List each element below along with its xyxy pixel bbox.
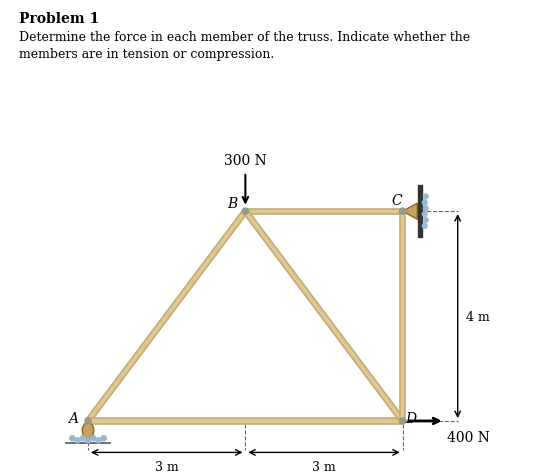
Polygon shape <box>403 204 417 220</box>
Text: members are in tension or compression.: members are in tension or compression. <box>19 48 274 60</box>
Circle shape <box>422 212 428 218</box>
Text: 400 N: 400 N <box>447 430 490 445</box>
Polygon shape <box>86 210 247 423</box>
Polygon shape <box>88 418 403 424</box>
Text: D: D <box>405 411 416 426</box>
Polygon shape <box>243 210 405 423</box>
Text: A: A <box>68 411 78 426</box>
Circle shape <box>423 218 429 223</box>
Circle shape <box>423 206 429 211</box>
Circle shape <box>69 436 75 441</box>
Circle shape <box>423 194 429 200</box>
Text: Determine the force in each member of the truss. Indicate whether the: Determine the force in each member of th… <box>19 31 471 44</box>
Text: 4 m: 4 m <box>466 310 489 323</box>
Polygon shape <box>245 209 403 214</box>
Circle shape <box>399 418 406 424</box>
Circle shape <box>242 208 249 215</box>
Circle shape <box>85 437 91 443</box>
Text: 300 N: 300 N <box>224 153 267 167</box>
Circle shape <box>422 224 428 229</box>
Text: B: B <box>227 197 237 211</box>
Text: 3 m: 3 m <box>155 460 179 473</box>
Text: 3 m: 3 m <box>312 460 336 473</box>
Polygon shape <box>400 212 406 421</box>
Circle shape <box>101 436 107 441</box>
Text: Problem 1: Problem 1 <box>19 12 100 26</box>
Text: C: C <box>391 193 402 207</box>
Circle shape <box>80 436 86 441</box>
Circle shape <box>422 200 428 206</box>
Circle shape <box>96 437 101 443</box>
Circle shape <box>75 437 80 443</box>
Circle shape <box>399 208 406 215</box>
Ellipse shape <box>82 423 94 438</box>
Circle shape <box>85 418 91 424</box>
Circle shape <box>90 436 96 441</box>
